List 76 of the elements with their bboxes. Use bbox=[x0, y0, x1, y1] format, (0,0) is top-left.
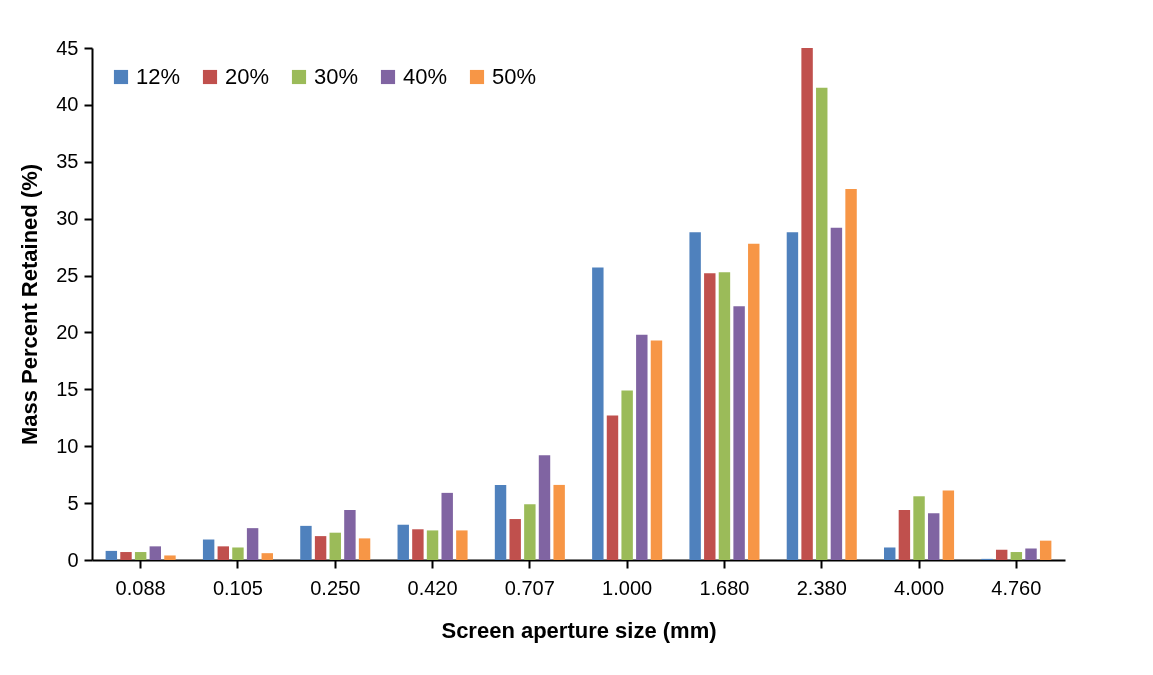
bar bbox=[650, 340, 663, 560]
x-tick-label: 1.680 bbox=[699, 576, 750, 599]
y-tick-label: 25 bbox=[56, 264, 79, 287]
bar bbox=[358, 538, 371, 560]
y-tick-label: 35 bbox=[56, 150, 79, 173]
bar bbox=[134, 552, 147, 560]
x-axis-title: Screen aperture size (mm) bbox=[441, 617, 717, 643]
bar bbox=[1010, 552, 1023, 560]
bar bbox=[105, 550, 118, 560]
x-tick-label: 0.250 bbox=[310, 576, 361, 599]
bar bbox=[592, 267, 604, 560]
bar bbox=[1039, 540, 1052, 560]
bar bbox=[261, 553, 273, 560]
y-tick-label: 30 bbox=[56, 207, 79, 230]
bar bbox=[412, 529, 424, 560]
bar bbox=[786, 232, 799, 560]
bar bbox=[426, 530, 439, 560]
bar bbox=[456, 530, 468, 560]
bar bbox=[1025, 548, 1037, 560]
bar bbox=[441, 492, 453, 560]
legend-label: 50% bbox=[492, 64, 537, 89]
legend-label: 12% bbox=[136, 64, 181, 89]
bar bbox=[801, 48, 813, 560]
bar bbox=[927, 513, 940, 560]
x-tick-label: 0.707 bbox=[504, 576, 555, 599]
bar bbox=[164, 555, 176, 560]
legend-label: 20% bbox=[225, 64, 270, 89]
y-tick-label: 45 bbox=[56, 36, 79, 59]
bar bbox=[202, 539, 215, 560]
x-tick-label: 0.105 bbox=[212, 576, 263, 599]
bar bbox=[314, 536, 327, 560]
legend-label: 40% bbox=[403, 64, 448, 89]
bar bbox=[300, 525, 312, 560]
bar bbox=[344, 509, 356, 560]
bar bbox=[913, 496, 925, 560]
bar bbox=[689, 232, 701, 560]
bar bbox=[494, 484, 507, 560]
y-tick-label: 20 bbox=[56, 320, 79, 343]
y-axis-title: Mass Percent Retained (%) bbox=[17, 163, 43, 446]
y-tick-label: 15 bbox=[56, 377, 79, 400]
x-tick-label: 0.420 bbox=[407, 576, 458, 599]
bar bbox=[524, 504, 536, 560]
bar bbox=[942, 490, 955, 560]
y-tick-label: 5 bbox=[67, 491, 79, 514]
bar bbox=[636, 334, 648, 560]
bar bbox=[509, 519, 521, 560]
bar bbox=[816, 87, 828, 560]
bar bbox=[845, 189, 857, 560]
bar bbox=[995, 549, 1008, 560]
y-tick-label: 10 bbox=[56, 434, 79, 457]
bar bbox=[733, 306, 745, 560]
bar bbox=[621, 390, 633, 560]
x-tick-label: 0.088 bbox=[115, 576, 166, 599]
bar bbox=[748, 243, 760, 560]
x-tick-label: 4.760 bbox=[991, 576, 1042, 599]
bar bbox=[538, 455, 551, 560]
bar bbox=[149, 546, 162, 560]
y-tick-label: 40 bbox=[56, 93, 79, 116]
bar bbox=[246, 528, 259, 560]
bar bbox=[830, 227, 843, 560]
bar bbox=[329, 532, 341, 560]
y-tick-label: 0 bbox=[67, 548, 79, 571]
x-tick-label: 1.000 bbox=[602, 576, 653, 599]
bar bbox=[232, 547, 244, 560]
bar bbox=[898, 509, 911, 560]
x-tick-label: 4.000 bbox=[894, 576, 945, 599]
bar bbox=[120, 552, 132, 560]
legend-label: 30% bbox=[314, 64, 359, 89]
x-tick-label: 2.380 bbox=[796, 576, 847, 599]
bar bbox=[606, 415, 619, 560]
bar bbox=[397, 524, 409, 560]
bar bbox=[553, 484, 565, 560]
bar bbox=[704, 273, 716, 560]
bar bbox=[217, 546, 230, 560]
bar bbox=[884, 547, 896, 560]
bar bbox=[718, 272, 731, 560]
